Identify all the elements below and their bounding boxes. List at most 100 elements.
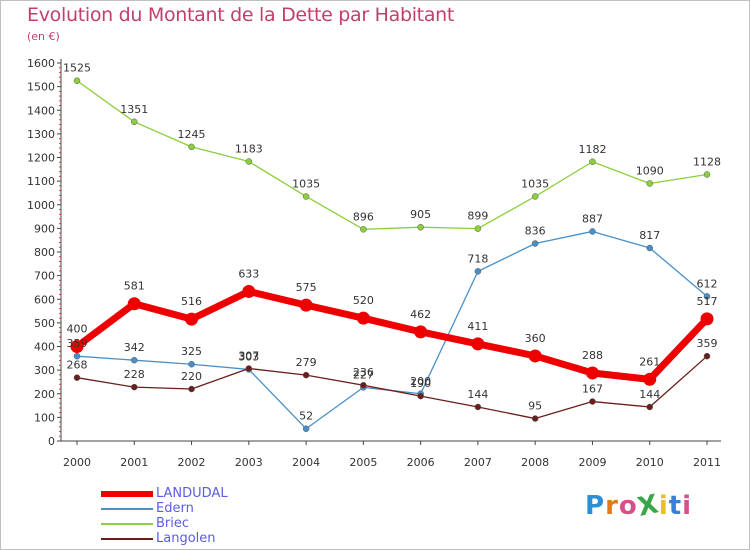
x-tick-label: 2011 [693,456,721,469]
legend-label: Edern [156,501,194,516]
y-tick-label: 1100 [27,175,55,188]
proxiti-logo: ProXiti [585,489,692,523]
data-point-langolen [474,403,482,411]
legend-item: Edern [101,501,301,517]
data-point-briec [589,158,596,166]
data-point-briec [302,193,310,200]
data-point-langolen [646,403,653,411]
logo-letter: o [618,491,638,521]
logo-letter: t [668,491,683,521]
data-point-landudal [643,372,657,386]
y-tick-label: 300 [34,364,55,377]
y-tick-label: 200 [34,388,55,401]
data-label-landudal: 360 [525,332,546,345]
series-line-langolen [76,355,708,420]
y-tick-label: 700 [34,270,55,283]
data-point-langolen [245,365,253,372]
data-point-briec [245,158,253,165]
data-label-briec: 1183 [235,143,263,156]
y-tick-label: 1300 [27,128,55,141]
logo-letter: X [634,489,662,523]
data-label-landudal: 520 [353,294,374,307]
data-point-briec [703,171,711,178]
data-label-edern: 200 [410,375,431,388]
data-point-langolen [531,415,539,422]
data-label-landudal: 462 [410,308,431,321]
logo-letter: r [605,491,619,521]
x-tick-label: 2010 [636,456,664,469]
data-label-briec: 1182 [578,143,606,156]
data-point-langolen [360,381,367,389]
data-point-langolen [131,383,138,391]
unit-label: (en €) [27,30,60,43]
data-point-landudal [700,312,714,326]
x-tick-label: 2003 [235,456,263,469]
data-label-briec: 1035 [521,177,549,190]
data-label-langolen: 279 [296,356,317,369]
data-point-langolen [188,385,195,393]
data-label-edern: 325 [181,345,202,358]
x-tick-label: 2006 [407,456,435,469]
data-point-briec [646,180,653,187]
data-point-langolen [589,398,596,405]
data-label-landudal: 411 [467,320,488,333]
data-label-landudal: 261 [639,355,660,368]
data-point-landudal [356,311,370,325]
legend: LANDUDAL Edern Briec Langolen [101,486,301,547]
data-label-briec: 1128 [693,156,721,169]
data-point-edern [589,228,596,235]
data-label-langolen: 190 [410,377,431,390]
x-tick-label: 2009 [578,456,606,469]
legend-swatch [101,523,153,525]
legend-item: LANDUDAL [101,486,301,502]
data-point-langolen [703,352,711,360]
data-label-langolen: 236 [353,366,374,379]
data-label-langolen: 167 [582,383,603,396]
data-point-edern [302,425,310,432]
data-label-langolen: 144 [467,388,488,401]
data-point-landudal [127,297,141,311]
data-point-briec [417,223,424,231]
legend-label: Langolen [156,531,216,546]
data-label-langolen: 307 [238,349,259,362]
legend-label: LANDUDAL [156,486,228,501]
data-label-edern: 52 [299,410,313,423]
x-tick-label: 2004 [292,456,320,469]
data-point-landudal [471,337,485,351]
y-tick-label: 1400 [27,104,55,117]
data-point-edern [131,356,138,364]
data-point-briec [188,143,195,151]
data-label-landudal: 581 [124,280,145,293]
y-tick-label: 400 [34,341,55,354]
series-line-edern [76,230,708,430]
data-label-landudal: 517 [697,295,718,308]
data-label-edern: 817 [639,229,660,242]
data-label-landudal: 288 [582,349,603,362]
y-tick-label: 1200 [27,152,55,165]
data-point-briec [360,226,367,233]
data-point-briec [73,77,81,84]
legend-swatch [101,508,153,510]
data-point-langolen [73,374,81,381]
data-label-briec: 1525 [63,62,91,75]
data-label-landudal: 400 [67,323,88,336]
data-label-langolen: 359 [697,337,718,350]
legend-item: Langolen [101,531,301,547]
chart-title: Evolution du Montant de la Dette par Hab… [27,4,455,26]
data-point-briec [531,193,539,200]
data-point-briec [474,225,482,232]
data-label-briec: 1245 [178,128,206,141]
data-label-edern: 887 [582,212,603,225]
data-point-landudal [414,325,428,339]
data-point-edern [646,244,653,252]
x-tick-label: 2005 [349,456,377,469]
data-point-langolen [417,392,424,400]
legend-swatch [101,491,153,497]
data-label-briec: 896 [353,210,374,223]
data-point-landudal [242,284,256,298]
data-label-landudal: 633 [238,267,259,280]
data-label-landudal: 575 [296,281,317,294]
data-point-edern [531,240,539,247]
